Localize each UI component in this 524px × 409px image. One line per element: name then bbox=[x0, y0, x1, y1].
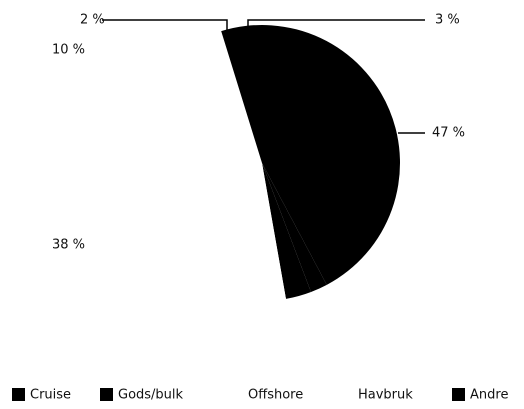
data-label: 47 % bbox=[432, 126, 465, 141]
legend-swatch bbox=[12, 388, 25, 401]
legend-swatch bbox=[230, 388, 243, 401]
pie-slice bbox=[123, 80, 286, 301]
legend-label: Gods/bulk bbox=[118, 388, 184, 403]
data-label: 3 % bbox=[435, 13, 460, 28]
pie-slice bbox=[262, 163, 312, 299]
leader-line bbox=[102, 19, 228, 31]
legend-label: Offshore bbox=[248, 388, 303, 403]
data-label: 38 % bbox=[52, 238, 85, 253]
legend-label: Andre bbox=[470, 388, 508, 403]
pie-slice bbox=[262, 163, 327, 293]
legend-swatch bbox=[100, 388, 113, 401]
legend-swatch bbox=[452, 388, 465, 401]
pie-slice bbox=[221, 24, 401, 285]
leader-lines bbox=[102, 19, 425, 134]
pie-slice bbox=[151, 31, 262, 163]
legend-label: Cruise bbox=[30, 388, 71, 403]
legend-swatch bbox=[340, 388, 353, 401]
data-label: 2 % bbox=[80, 13, 105, 28]
leader-line bbox=[247, 19, 425, 28]
data-label: 10 % bbox=[52, 43, 85, 58]
legend-label: Havbruk bbox=[358, 388, 413, 403]
